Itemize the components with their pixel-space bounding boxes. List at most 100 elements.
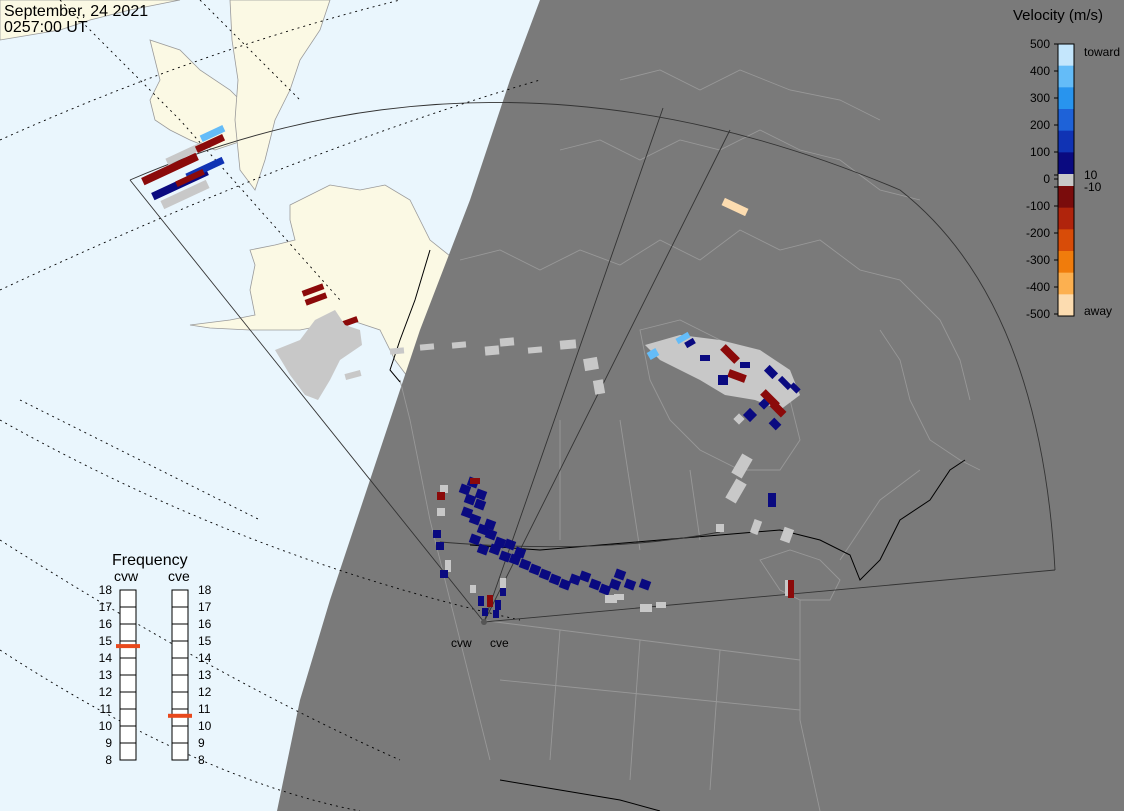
- frequency-tick-right: 12: [198, 685, 212, 699]
- radar-cell: [484, 345, 500, 356]
- colorbar-tick-label: -400: [1026, 280, 1050, 294]
- radar-cell: [777, 375, 793, 391]
- colorbar-tick-label: 0: [1043, 172, 1050, 186]
- frequency-cell: [119, 742, 137, 761]
- frequency-tick-left: 11: [100, 702, 113, 716]
- radar-cell: [194, 133, 226, 154]
- colorbar-box-away: [1058, 251, 1074, 274]
- colorbar-tick-label: 100: [1030, 145, 1050, 159]
- radar-cell: [470, 585, 476, 593]
- radar-cell: [500, 588, 506, 596]
- lon-line-1: [59, 0, 341, 301]
- colorbar-tick-label: 400: [1030, 64, 1050, 78]
- colorbar-away-label: away: [1084, 304, 1112, 318]
- colorbar-toward-label: toward: [1084, 45, 1120, 59]
- lon-line-3: [199, 0, 301, 101]
- radar-cell: [605, 595, 617, 603]
- radar-site-marker: [481, 619, 487, 625]
- borders: [389, 249, 966, 811]
- radar-cell: [445, 560, 451, 572]
- radar-cell: [470, 478, 480, 484]
- colorbar-box-away: [1058, 229, 1074, 252]
- radar-cell: [527, 346, 543, 354]
- colorbar-box-toward: [1058, 130, 1074, 153]
- radar-cell: [440, 485, 448, 493]
- hudson-bay: [639, 319, 801, 471]
- radar-cell: [344, 370, 362, 380]
- frequency-cell: [119, 674, 137, 693]
- frequency-cell: [171, 674, 189, 693]
- geographic-grid: [0, 0, 541, 811]
- colorbar-box-away: [1058, 207, 1074, 230]
- frequency-tick-left: 15: [99, 634, 113, 648]
- radar-cell: [141, 152, 199, 186]
- radar-sites: cvw cve: [451, 619, 509, 650]
- radar-cell: [779, 526, 795, 544]
- lat-circle-4: [0, 79, 541, 291]
- radar-cell: [623, 578, 637, 591]
- fov-east-edge: [483, 569, 1056, 623]
- colorbar-box-toward: [1058, 87, 1074, 110]
- radar-cell: [458, 483, 472, 496]
- colorbar-tick-label: 500: [1030, 37, 1050, 51]
- radar-cell: [598, 583, 612, 596]
- frequency-boxes: [119, 589, 189, 761]
- radar-cell: [301, 283, 325, 297]
- radar-cell: [592, 379, 606, 395]
- radar-cell: [742, 407, 758, 423]
- us-mexico-border: [499, 779, 661, 811]
- radar-cell: [789, 382, 801, 394]
- radar-cell: [495, 600, 501, 610]
- radar-cell: [440, 570, 448, 578]
- radar-cell: [478, 596, 484, 606]
- radar-cell: [716, 524, 724, 532]
- frequency-marker-cve: [168, 713, 192, 718]
- radar-cell: [740, 362, 750, 368]
- radar-cell: [199, 125, 226, 142]
- ground-scatter-region: [275, 310, 362, 400]
- frequency-tick-right: 17: [198, 600, 212, 614]
- frequency-tick-left: 12: [99, 685, 113, 699]
- fov-west-edge: [129, 179, 485, 623]
- radar-cell: [548, 573, 562, 586]
- lat-circle-1: [0, 649, 361, 811]
- frequency-ticks: 18 18 17 17 16 16 15 15 14 14 13 13 12 12 11 11 10 10 9 9 8 8: [99, 583, 212, 767]
- colorbar-tick-label: 10: [1084, 168, 1098, 182]
- frequency-cell: [171, 725, 189, 744]
- radar-cell: [727, 369, 747, 383]
- colorbar-box-toward: [1058, 152, 1074, 175]
- radar-cell: [559, 339, 577, 350]
- radar-cell: [583, 356, 599, 372]
- dayside-land: [0, 0, 456, 381]
- frequency-tick-left: 13: [99, 668, 113, 682]
- radar-cell: [638, 578, 652, 591]
- colorbar-box-away: [1058, 186, 1074, 209]
- siberia-land: [0, 0, 181, 41]
- frequency-tick-left: 9: [105, 736, 112, 750]
- radar-cell: [588, 578, 602, 591]
- radar-cell: [640, 604, 652, 612]
- radar-fov: [129, 101, 1056, 623]
- radar-cell: [437, 492, 445, 500]
- radar-cell: [165, 141, 205, 166]
- radar-cell: [568, 573, 582, 586]
- lon-line-2: [19, 399, 261, 521]
- colorbar-tick-label: -10: [1084, 180, 1102, 194]
- radar-cell: [493, 610, 499, 618]
- frequency-panel: Frequency cvw cve 18 18 17 17 16 16 15 15 14 14 13…: [99, 552, 212, 767]
- radar-cell: [731, 453, 753, 479]
- frequency-title: Frequency: [112, 552, 188, 569]
- frequency-tick-left: 14: [99, 651, 113, 665]
- frequency-cell: [119, 691, 137, 710]
- radar-cell: [468, 513, 482, 526]
- radar-cell: [499, 337, 515, 347]
- radar-cell: [460, 506, 474, 519]
- night-coastlines: [399, 69, 981, 811]
- frequency-cell: [119, 708, 137, 727]
- frequency-cell: [119, 640, 137, 659]
- radar-cell: [513, 546, 527, 559]
- radar-cell: [538, 568, 552, 581]
- colorbar-tick-label: -200: [1026, 226, 1050, 240]
- radar-cell: [769, 400, 787, 418]
